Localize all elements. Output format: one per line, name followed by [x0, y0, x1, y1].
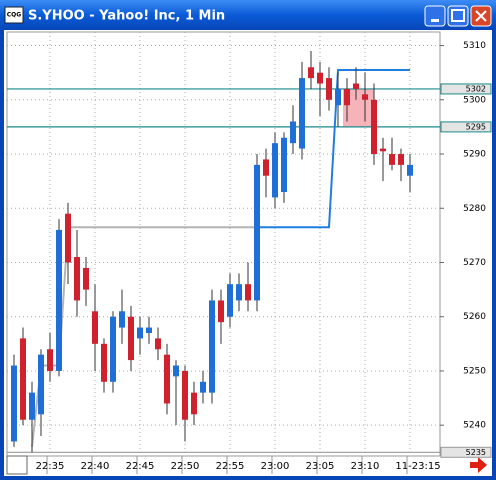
app-icon-text: CQG — [7, 12, 22, 19]
candle-body — [191, 392, 197, 415]
y-tick-label: 5290 — [463, 150, 486, 160]
window-buttons — [424, 5, 492, 27]
candle-body — [128, 316, 134, 361]
y-tick-label: 5260 — [463, 312, 486, 322]
minimize-icon — [431, 19, 439, 22]
candle-body — [92, 311, 98, 344]
candle-body — [65, 213, 71, 263]
candle-body — [155, 338, 161, 350]
candle-body — [209, 300, 215, 393]
candle-body — [29, 392, 35, 420]
candle-body — [110, 316, 116, 382]
candle-body — [380, 148, 386, 152]
x-tick-label: 23:00 — [261, 461, 290, 472]
candle-body — [38, 354, 44, 415]
candle-body — [335, 88, 341, 106]
candle-body — [281, 137, 287, 192]
close-icon — [475, 10, 487, 22]
candle-body — [83, 267, 89, 290]
x-tick-label: 22:55 — [216, 461, 245, 472]
candle-body — [182, 370, 188, 420]
candle-body — [317, 72, 323, 84]
candle-body — [308, 67, 314, 79]
maximize-icon — [451, 9, 465, 22]
indicator-line — [257, 68, 410, 229]
candle-body — [200, 381, 206, 393]
y-tick-label: 5270 — [463, 258, 486, 268]
y-tick-label: 5310 — [463, 41, 486, 51]
candle-body — [344, 88, 350, 106]
x-tick-label: 11-23:15 — [395, 461, 440, 472]
x-tick-label: 23:10 — [351, 461, 380, 472]
candle-body — [164, 354, 170, 404]
corner-box — [6, 455, 28, 475]
chart-background — [4, 30, 492, 476]
x-tick-label: 22:35 — [36, 461, 65, 472]
scroll-arrow[interactable] — [470, 457, 487, 473]
candle-body — [74, 257, 80, 301]
x-tick-label: 22:50 — [171, 461, 200, 472]
window-title: S.YHOO - Yahoo! Inc, 1 Min — [28, 9, 225, 24]
candle-body — [11, 365, 17, 442]
candle-body — [245, 284, 251, 301]
plot-frame — [6, 31, 441, 457]
candle-body — [218, 300, 224, 323]
candle-body — [407, 164, 413, 176]
minimize-button[interactable] — [424, 5, 446, 27]
candle-body — [173, 365, 179, 377]
x-tick-label: 22:45 — [126, 461, 155, 472]
level-label: 5302 — [466, 84, 486, 93]
x-tick-label: 23:05 — [306, 461, 335, 472]
candle-body — [227, 284, 233, 317]
candle-body — [137, 327, 143, 339]
y-tick-label: 5240 — [463, 421, 486, 431]
app-icon — [4, 6, 24, 24]
level-label: 5295 — [466, 122, 486, 131]
level-label-box — [440, 83, 492, 95]
candle-body — [47, 349, 53, 371]
candle-body — [398, 154, 404, 165]
y-tick-label: 5280 — [463, 204, 486, 214]
candle-body — [263, 159, 269, 176]
title-bar — [0, 0, 496, 30]
candle-body — [362, 94, 368, 100]
candle-body — [254, 164, 260, 301]
y-tick-label: 5300 — [463, 95, 486, 105]
candle-body — [326, 78, 332, 100]
candle-body — [353, 83, 359, 89]
candle-body — [101, 343, 107, 382]
candle-body — [290, 121, 296, 144]
candle-body — [272, 143, 278, 198]
level-label-box — [440, 446, 492, 458]
x-tick-label: 22:40 — [81, 461, 110, 472]
candle-body — [20, 338, 26, 420]
candle-body — [371, 99, 377, 155]
candle-body — [119, 311, 125, 328]
candle-body — [236, 284, 242, 301]
y-tick-label: 5250 — [463, 366, 486, 376]
candle-body — [389, 154, 395, 165]
candle-body — [56, 229, 62, 371]
candle-body — [146, 327, 152, 333]
level-label-box — [440, 121, 492, 133]
level-label: 5235 — [466, 448, 486, 457]
candle-body — [299, 78, 305, 149]
